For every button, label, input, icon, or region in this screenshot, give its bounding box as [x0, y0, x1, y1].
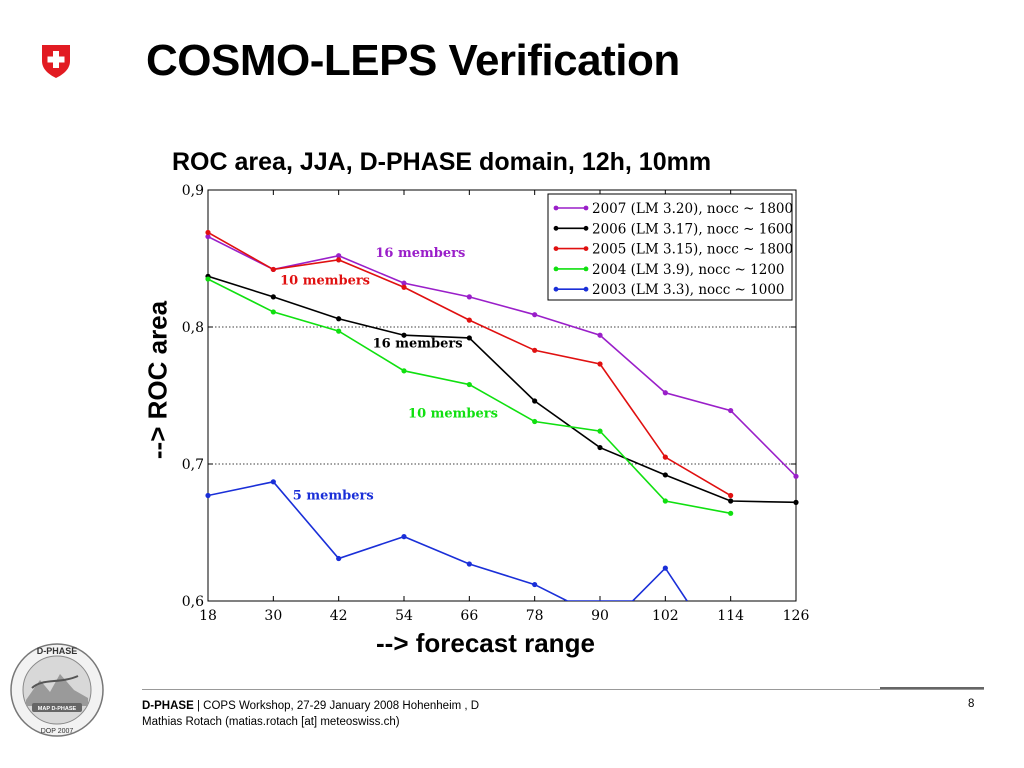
series-line-4 [208, 480, 688, 601]
series-point-3 [532, 418, 538, 425]
legend-swatch-point [583, 286, 589, 292]
footer-divider [142, 689, 984, 690]
series-point-4 [336, 555, 342, 562]
x-tick-label: 66 [460, 608, 478, 624]
annotation-label-2: 16 members [373, 337, 463, 352]
series-point-1 [270, 294, 276, 300]
legend-entry-label: 2003 (LM 3.3), nocc ~ 1000 [592, 282, 785, 298]
series-point-2 [597, 361, 603, 367]
legend-swatch-point [553, 286, 559, 292]
footer-org: D-PHASE [142, 700, 194, 712]
series-point-2 [270, 266, 276, 273]
series-point-3 [401, 368, 407, 374]
legend-swatch-point [583, 225, 589, 231]
series-point-0 [793, 473, 799, 479]
x-tick-label: 18 [199, 608, 217, 624]
legend-swatch-point [553, 205, 559, 211]
legend-box [547, 193, 793, 301]
x-tick-label: 126 [783, 608, 810, 624]
x-axis-label: --> forecast range [376, 628, 595, 658]
legend-swatch-point [553, 225, 559, 231]
series-point-3 [728, 510, 734, 516]
series-line-0 [208, 235, 796, 477]
series-point-1 [728, 498, 734, 504]
series-point-2 [401, 284, 407, 290]
series-point-1 [597, 444, 603, 451]
series-point-2 [336, 257, 342, 263]
x-tick-label: 114 [717, 608, 744, 624]
y-tick-label: 0,7 [182, 457, 204, 473]
series-point-0 [662, 390, 668, 396]
x-tick-label: 54 [395, 608, 413, 624]
y-tick-label: 0,9 [182, 183, 204, 199]
series-point-0 [466, 294, 472, 300]
annotation-label-4: 5 members [293, 489, 374, 504]
legend-swatch-point [553, 266, 559, 272]
series-point-4 [205, 492, 211, 499]
chart-title: ROC area, JJA, D-PHASE domain, 12h, 10mm [172, 148, 712, 176]
annotation-label-3: 10 members [408, 406, 498, 421]
series-point-4 [401, 534, 407, 540]
legend-entry-label: 2004 (LM 3.9), nocc ~ 1200 [592, 262, 785, 278]
annotation-label-1: 10 members [280, 274, 370, 289]
series-point-4 [532, 581, 538, 588]
series-point-0 [728, 407, 734, 414]
logo-bottom-text: DOP 2007 [41, 728, 74, 735]
legend-entry-label: 2005 (LM 3.15), nocc ~ 1800 [592, 242, 793, 258]
x-tick-label: 42 [330, 608, 348, 624]
legend-swatch-point [553, 246, 559, 252]
d-phase-logo: MAP D-PHASE D-PHASE DOP 2007 [10, 643, 104, 737]
series-point-0 [336, 253, 342, 259]
x-tick-label: 90 [591, 608, 609, 624]
x-tick-label: 30 [264, 608, 282, 624]
series-point-4 [466, 561, 472, 567]
swiss-shield-icon [42, 45, 70, 78]
footer-accent-line [880, 687, 984, 689]
series-point-0 [532, 312, 538, 318]
series-point-1 [662, 472, 668, 478]
series-point-2 [466, 317, 472, 323]
series-point-1 [532, 398, 538, 404]
legend-entry-label: 2006 (LM 3.17), nocc ~ 1600 [592, 221, 793, 237]
y-tick-label: 0,8 [182, 320, 204, 336]
series-point-1 [336, 316, 342, 322]
series-point-1 [401, 332, 407, 338]
legend-swatch-point [583, 205, 589, 211]
series-point-3 [205, 276, 211, 282]
series-point-3 [466, 381, 472, 388]
logo-top-text: D-PHASE [37, 646, 78, 656]
series-point-3 [662, 498, 668, 504]
legend-entry-label: 2007 (LM 3.20), nocc ~ 1800 [592, 201, 793, 217]
x-tick-label: 102 [652, 608, 679, 624]
legend-swatch-point [583, 266, 589, 272]
series-point-0 [401, 280, 407, 286]
footer-separator: | [193, 700, 204, 712]
series-point-1 [466, 335, 472, 341]
series-point-0 [597, 332, 603, 338]
logo-badge-text: MAP D-PHASE [38, 706, 77, 712]
y-tick-label: 0,6 [182, 594, 204, 610]
series-point-2 [205, 229, 211, 236]
series-point-4 [270, 479, 276, 485]
series-point-0 [205, 233, 211, 240]
series-line-1 [208, 275, 796, 504]
page-number: 8 [968, 698, 975, 710]
series-point-1 [793, 499, 799, 505]
series-point-2 [728, 492, 734, 499]
annotation-label-0: 16 members [375, 246, 465, 261]
footer-author: Mathias Rotach (matias.rotach [at] meteo… [142, 716, 400, 728]
series-point-2 [662, 454, 668, 460]
series-point-2 [532, 347, 538, 353]
x-tick-label: 78 [526, 608, 544, 624]
footer-text: D-PHASE | COPS Workshop, 27-29 January 2… [142, 698, 479, 730]
slide-title: COSMO-LEPS Verification [146, 36, 680, 85]
series-point-3 [270, 309, 276, 315]
series-point-3 [597, 428, 603, 434]
legend-swatch-point [583, 246, 589, 252]
footer-event: COPS Workshop, 27-29 January 2008 Hohenh… [203, 700, 480, 712]
series-point-3 [336, 328, 342, 334]
series-point-4 [662, 565, 668, 571]
